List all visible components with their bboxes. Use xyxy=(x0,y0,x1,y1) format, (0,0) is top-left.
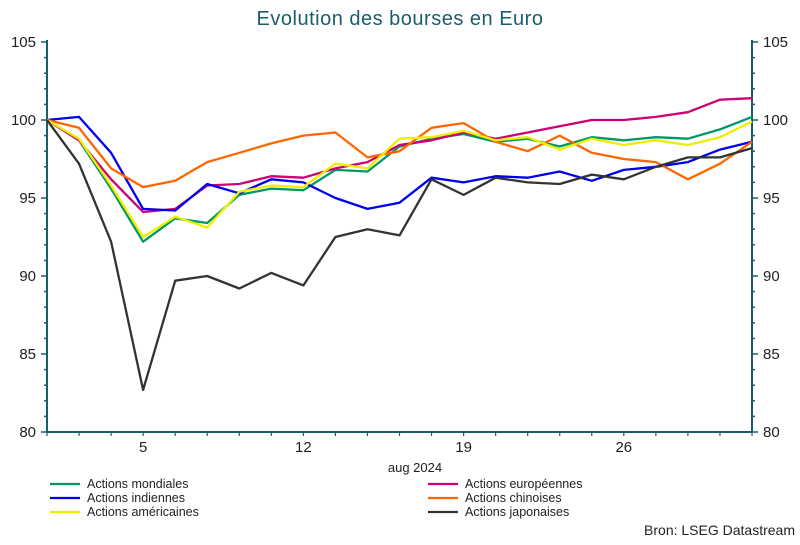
x-axis-label: aug 2024 xyxy=(388,460,442,475)
legend-item: Actions japonaises xyxy=(428,505,569,519)
source-note: Bron: LSEG Datastream xyxy=(644,522,795,538)
y-tick-label-left: 85 xyxy=(19,346,36,363)
y-tick-label-left: 80 xyxy=(19,424,36,441)
y-tick-label-left: 95 xyxy=(19,190,36,207)
series-line-actions-européennes xyxy=(46,97,753,214)
series-line-actions-indiennes xyxy=(46,115,753,212)
x-tick-label: 5 xyxy=(139,439,147,456)
legend-item: Actions américaines xyxy=(50,505,199,519)
series-line-actions-mondiales xyxy=(46,115,753,243)
legend-item: Actions chinoises xyxy=(428,491,562,505)
y-tick-label-right: 95 xyxy=(763,190,780,207)
y-tick-label-left: 100 xyxy=(11,112,36,129)
x-tick-label: 19 xyxy=(455,439,472,456)
legend-item: Actions européennes xyxy=(428,477,582,491)
legend-label: Actions japonaises xyxy=(465,505,569,519)
legend-item: Actions mondiales xyxy=(50,477,188,491)
y-tick-label-left: 105 xyxy=(11,34,36,51)
legend-label: Actions européennes xyxy=(465,477,582,491)
x-tick-label: 12 xyxy=(295,439,312,456)
series-line-actions-chinoises xyxy=(46,118,753,189)
y-tick-label-right: 85 xyxy=(763,346,780,363)
legend-label: Actions chinoises xyxy=(465,491,562,505)
chart-title: Evolution des bourses en Euro xyxy=(257,8,544,30)
legend-item: Actions indiennes xyxy=(50,491,185,505)
series-line-actions-américaines xyxy=(46,119,753,239)
y-tick-label-right: 105 xyxy=(763,34,788,51)
legend-label: Actions américaines xyxy=(87,505,199,519)
x-tick-label: 26 xyxy=(615,439,632,456)
legend-label: Actions indiennes xyxy=(87,491,185,505)
y-tick-label-right: 90 xyxy=(763,268,780,285)
series-line-actions-japonaises xyxy=(46,119,753,392)
y-tick-label-left: 90 xyxy=(19,268,36,285)
y-tick-label-right: 80 xyxy=(763,424,780,441)
legend-label: Actions mondiales xyxy=(87,477,188,491)
y-tick-label-right: 100 xyxy=(763,112,788,129)
